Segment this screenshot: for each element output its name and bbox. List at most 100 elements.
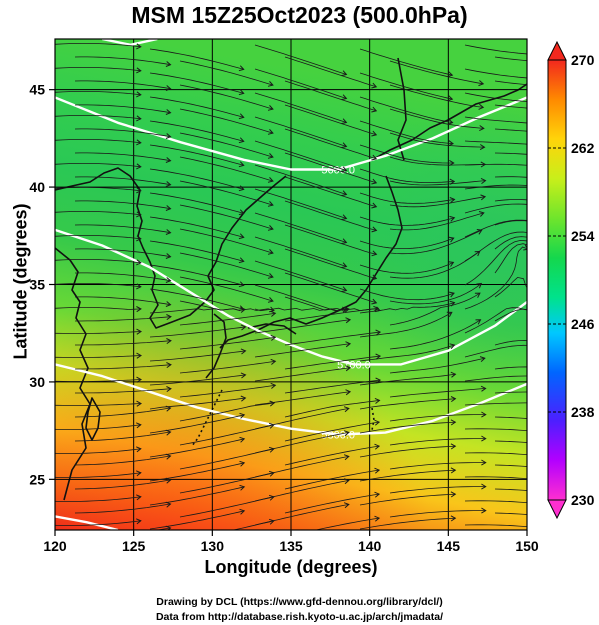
streamline-arrowhead [136,518,142,525]
streamline [55,235,141,240]
streamline [75,364,171,370]
streamline [389,84,484,108]
streamline-arrowhead [448,140,454,147]
streamline [55,163,141,168]
streamline-arrowhead [166,362,172,369]
streamline [55,91,141,96]
streamline-arrowhead [240,372,247,379]
streamline-arrowhead [343,406,350,413]
colorbar-top-arrow [547,40,567,61]
streamline-arrowhead [238,233,245,240]
streamline-arrowhead [371,106,378,113]
colorbar-tick-label: 238 [571,404,595,420]
streamline [254,92,347,123]
streamline [494,243,527,274]
streamline [284,445,380,466]
coastline-china-east [55,247,91,501]
streamline [464,68,527,79]
streamline-arrowhead [239,508,246,515]
streamline [149,144,244,166]
streamline-arrowhead [481,459,487,466]
streamline-arrowhead [374,443,381,450]
streamline [179,108,274,134]
streamline [494,308,527,322]
streamline [464,239,527,286]
streamline-arrowhead [345,389,352,396]
streamline [74,80,171,90]
streamline-arrowhead [476,282,483,289]
colorbar-scale [547,59,567,501]
streamline [254,391,351,406]
streamline [464,524,527,528]
streamline [74,503,171,514]
streamline-arrowhead [270,310,277,317]
streamline-arrowhead [479,356,486,362]
streamline [389,251,480,279]
grid-lines [55,39,527,530]
y-tick-label: 45 [29,82,45,98]
streamline [359,517,456,530]
streamline [389,60,484,85]
streamline [179,312,276,326]
streamline [254,367,351,382]
streamline-arrowhead [136,306,142,313]
streamline-arrowhead [478,103,485,110]
streamline-arrowhead [238,161,245,168]
streamline [74,152,171,162]
streamline [464,428,527,432]
streamline [494,80,527,86]
streamline [254,44,347,75]
streamline [55,496,141,502]
streamline-arrowhead [537,245,542,250]
x-tick-label: 130 [201,538,225,554]
y-tick-label: 35 [29,277,45,293]
streamline-arrowhead [450,419,457,426]
streamline [149,192,244,214]
streamline [284,379,381,394]
streamline-arrowhead [450,371,457,378]
streamline [494,416,527,419]
streamline-arrowhead [587,392,591,397]
streamline-arrowhead [267,81,274,87]
streamline-arrowhead [375,377,382,384]
colorbar-tick-label: 262 [571,140,595,156]
streamline-arrowhead [136,446,142,453]
streamline-arrowhead [586,133,590,138]
streamline-arrowhead [371,178,378,185]
streamline [254,116,347,147]
streamline-arrowhead [165,405,172,412]
streamline-arrowhead [165,133,172,139]
streamline [284,128,377,160]
streamline-arrowhead [480,177,487,184]
streamline [494,391,527,394]
coastline-hokkaido [371,83,527,161]
streamline [74,104,171,114]
streamline [55,67,141,72]
streamline [55,259,141,264]
streamline-arrowhead [267,105,274,111]
streamline [149,326,246,338]
streamline-arrowhead [448,236,455,243]
streamline [359,144,454,164]
streamline-arrowhead [136,328,142,335]
streamline-arrowhead [449,343,456,350]
streamline-arrowhead [450,396,457,403]
streamline-arrowhead [374,491,381,498]
streamline [179,228,274,254]
streamline [389,108,484,129]
streamline [55,211,141,216]
streamline-arrowhead [474,292,481,298]
streamline [55,520,141,526]
streamline [74,407,171,418]
streamline [149,72,244,94]
streamline-arrowhead [165,109,172,115]
streamline [74,224,171,234]
streamline-arrowhead [586,107,590,112]
streamline [179,402,275,422]
streamline-arrowhead [238,89,245,96]
streamline-arrowhead [345,365,352,372]
streamline-arrowhead [481,532,485,537]
streamline-arrowhead [166,338,172,345]
streamline-arrowhead [268,446,275,453]
streamline-arrowhead [165,525,172,530]
